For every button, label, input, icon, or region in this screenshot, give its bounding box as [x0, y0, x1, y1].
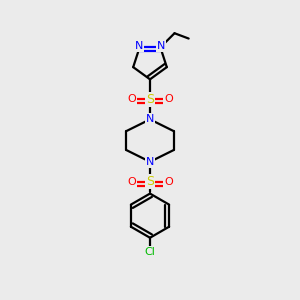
Text: O: O: [164, 177, 172, 187]
Text: S: S: [146, 175, 154, 188]
Text: O: O: [164, 94, 172, 104]
Text: O: O: [128, 94, 136, 104]
Text: N: N: [134, 41, 143, 51]
Text: Cl: Cl: [145, 247, 155, 257]
Text: S: S: [146, 93, 154, 106]
Text: O: O: [128, 177, 136, 187]
Text: N: N: [157, 41, 166, 51]
Text: N: N: [146, 114, 154, 124]
Text: N: N: [146, 157, 154, 167]
